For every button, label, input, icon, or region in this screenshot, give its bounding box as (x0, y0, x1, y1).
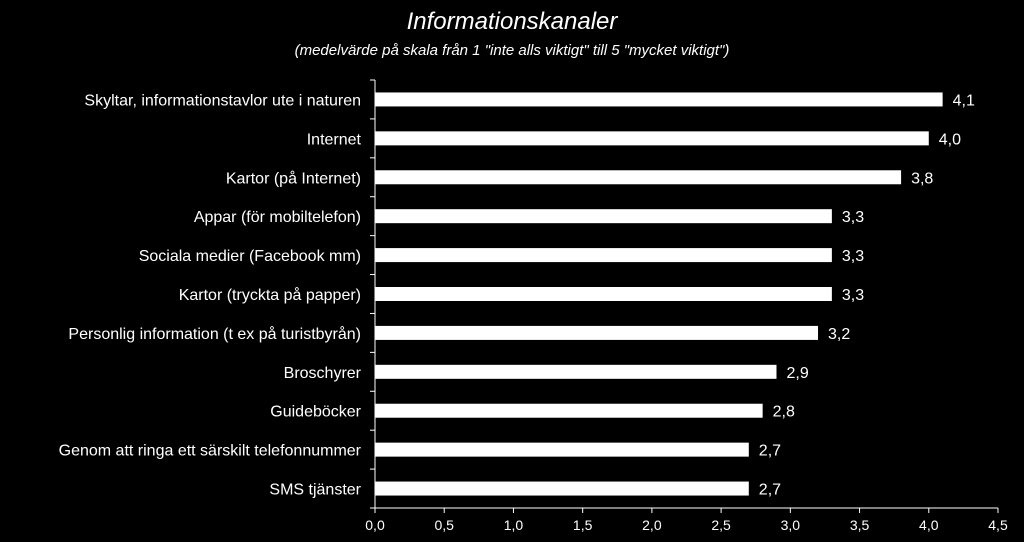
bar-4 (375, 209, 832, 224)
data-label: 4,0 (939, 131, 961, 148)
data-label: 3,2 (828, 326, 850, 343)
x-tick-label: 4,0 (919, 517, 939, 533)
bar-2 (375, 131, 929, 146)
bar-8 (375, 364, 777, 379)
bar-7 (375, 325, 819, 340)
x-tick-label: 2,5 (711, 517, 731, 533)
bar-6 (375, 287, 832, 301)
x-tick-label: 1,5 (573, 517, 593, 533)
data-label: 3,3 (842, 287, 864, 304)
category-label: SMS tjänster (269, 482, 361, 499)
bar-9 (375, 403, 763, 418)
category-label: Sociala medier (Facebook mm) (139, 248, 361, 265)
category-label: Skyltar, informationstavlor ute i nature… (84, 92, 361, 109)
data-label: 2,7 (759, 443, 781, 460)
x-tick-label: 4,5 (988, 517, 1008, 533)
data-label: 3,3 (842, 248, 864, 265)
x-tick-label: 3,5 (850, 517, 870, 533)
chart-title: Informationskanaler (406, 8, 618, 35)
chart-subtitle: (medelvärde på skala från 1 "inte alls v… (294, 42, 730, 59)
x-tick-label: 3,0 (781, 517, 801, 533)
data-label: 4,1 (953, 92, 975, 109)
data-label: 3,8 (911, 170, 933, 187)
category-label: Appar (för mobiltelefon) (194, 209, 361, 226)
category-label: Internet (307, 131, 362, 148)
category-label: Guideböcker (270, 404, 361, 421)
category-label: Kartor (på Internet) (226, 169, 361, 187)
data-label: 2,8 (773, 404, 795, 421)
x-tick-label: 2,0 (642, 517, 662, 533)
bar-10 (375, 442, 749, 457)
bar-3 (375, 170, 902, 185)
category-label: Kartor (tryckta på papper) (179, 286, 361, 304)
bar-5 (375, 248, 832, 263)
x-tick-label: 0,5 (434, 517, 454, 533)
category-label: Genom att ringa ett särskilt telefonnumm… (59, 443, 362, 460)
data-label: 2,9 (786, 365, 808, 382)
category-label: Broschyrer (284, 365, 362, 382)
data-label: 2,7 (759, 482, 781, 499)
bar-11 (375, 481, 749, 496)
x-tick-label: 1,0 (504, 517, 524, 533)
data-label: 3,3 (842, 209, 864, 226)
category-label: Personlig information (t ex på turistbyr… (68, 325, 361, 343)
bar-1 (375, 92, 943, 107)
x-tick-label: 0,0 (365, 517, 385, 533)
